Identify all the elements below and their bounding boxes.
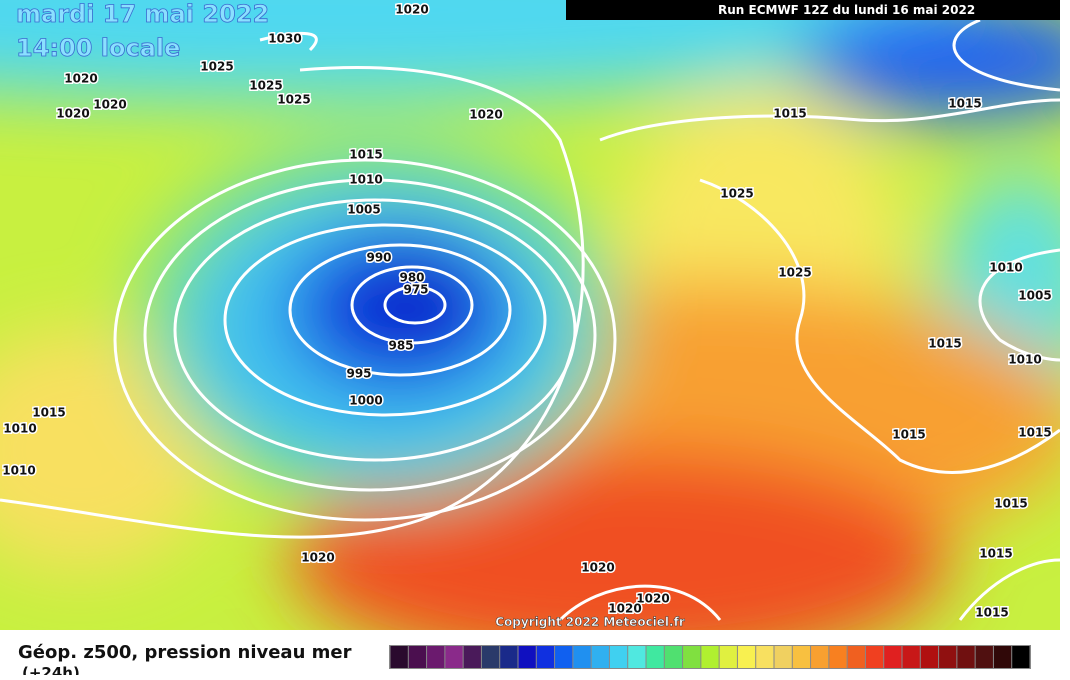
isobar-label: 1015 bbox=[892, 428, 925, 442]
isobar-label: 1005 bbox=[1018, 289, 1051, 303]
scale-swatch bbox=[792, 646, 811, 668]
isobar-label: 1020 bbox=[64, 72, 97, 86]
isobar-label: 1025 bbox=[778, 266, 811, 280]
isobar-label: 1020 bbox=[395, 3, 428, 17]
isobar-labels: 1020103010251020102010201025102510201015… bbox=[1, 1, 1053, 621]
isobar-label: 1020 bbox=[469, 108, 502, 122]
isobar-label: 1015 bbox=[979, 547, 1012, 561]
isobar-label: 1025 bbox=[277, 93, 310, 107]
color-scale bbox=[389, 645, 1031, 669]
scale-swatch bbox=[609, 646, 628, 668]
isobar-label: 1020 bbox=[301, 551, 334, 565]
scale-swatch bbox=[518, 646, 536, 668]
isobar-label: 1020 bbox=[608, 602, 641, 616]
isobar-label: 1020 bbox=[56, 107, 89, 121]
isobar-label: 1015 bbox=[349, 148, 382, 162]
scale-swatch bbox=[591, 646, 609, 668]
scale-swatch bbox=[500, 646, 518, 668]
isobar-label: 1015 bbox=[928, 337, 961, 351]
caption: Géop. z500, pression niveau mer bbox=[18, 642, 352, 663]
scale-swatch bbox=[920, 646, 939, 668]
scale-swatch bbox=[445, 646, 463, 668]
isobars bbox=[0, 18, 1060, 622]
isobar-label: 1025 bbox=[249, 79, 282, 93]
isobar-label: 1010 bbox=[1008, 353, 1041, 367]
isobar-label: 1030 bbox=[268, 32, 301, 46]
isobar-label: 1015 bbox=[32, 406, 65, 420]
copyright: Copyright 2022 Meteociel.fr bbox=[495, 615, 685, 629]
isobar-label: 1010 bbox=[989, 261, 1022, 275]
isobar-label: 980 bbox=[399, 271, 424, 285]
scale-swatch bbox=[811, 646, 829, 668]
lead-time: (+24h) bbox=[22, 664, 80, 675]
scale-swatch bbox=[1012, 646, 1030, 668]
isobar-label: 1025 bbox=[200, 60, 233, 74]
scale-swatch bbox=[719, 646, 737, 668]
isobar-label: 1020 bbox=[581, 561, 614, 575]
scale-swatch bbox=[884, 646, 902, 668]
isobar-label: 1015 bbox=[975, 606, 1008, 620]
scale-swatch bbox=[555, 646, 573, 668]
isobar-label: 1020 bbox=[93, 98, 126, 112]
isobar-label: 1020 bbox=[636, 592, 669, 606]
run-label: Run ECMWF 12Z du lundi 16 mai 2022 bbox=[718, 3, 975, 17]
scale-swatch bbox=[993, 646, 1012, 668]
isobar-label: 1015 bbox=[773, 107, 806, 121]
scale-swatch bbox=[463, 646, 481, 668]
run-banner bbox=[566, 0, 1060, 20]
scale-swatch bbox=[481, 646, 500, 668]
scale-swatch bbox=[957, 646, 975, 668]
isobar-label: 985 bbox=[388, 339, 413, 353]
scale-swatch bbox=[847, 646, 865, 668]
scale-swatch bbox=[701, 646, 719, 668]
isobar-label: 1015 bbox=[1018, 426, 1051, 440]
scale-swatch bbox=[756, 646, 774, 668]
scale-swatch bbox=[628, 646, 646, 668]
scale-swatch bbox=[573, 646, 591, 668]
isobar-label: 1010 bbox=[3, 422, 36, 436]
isobar-label: 1025 bbox=[720, 187, 753, 201]
isobar-label: 990 bbox=[366, 251, 391, 265]
isobar-label: 1010 bbox=[2, 464, 35, 478]
scale-swatch bbox=[646, 646, 664, 668]
scale-swatch bbox=[737, 646, 756, 668]
scale-swatch bbox=[390, 646, 408, 668]
scale-swatch bbox=[536, 646, 555, 668]
isobar-label: 995 bbox=[346, 367, 371, 381]
date-label: mardi 17 mai 2022 bbox=[16, 0, 269, 28]
scale-swatch bbox=[774, 646, 792, 668]
isobar-label: 975 bbox=[403, 283, 428, 297]
scale-swatch bbox=[664, 646, 683, 668]
isobar-label: 1015 bbox=[994, 497, 1027, 511]
isobar-label: 1010 bbox=[349, 173, 382, 187]
scale-swatch bbox=[683, 646, 701, 668]
scale-swatch bbox=[939, 646, 957, 668]
time-label: 14:00 locale bbox=[16, 34, 180, 62]
isobar-label: 1005 bbox=[347, 203, 380, 217]
scale-swatch bbox=[902, 646, 920, 668]
scale-swatch bbox=[975, 646, 993, 668]
isobar-label: 1000 bbox=[349, 394, 382, 408]
isobar-label: 1015 bbox=[948, 97, 981, 111]
scale-swatch bbox=[427, 646, 445, 668]
scale-swatch bbox=[865, 646, 884, 668]
scale-swatch bbox=[829, 646, 847, 668]
scale-swatch bbox=[408, 646, 427, 668]
